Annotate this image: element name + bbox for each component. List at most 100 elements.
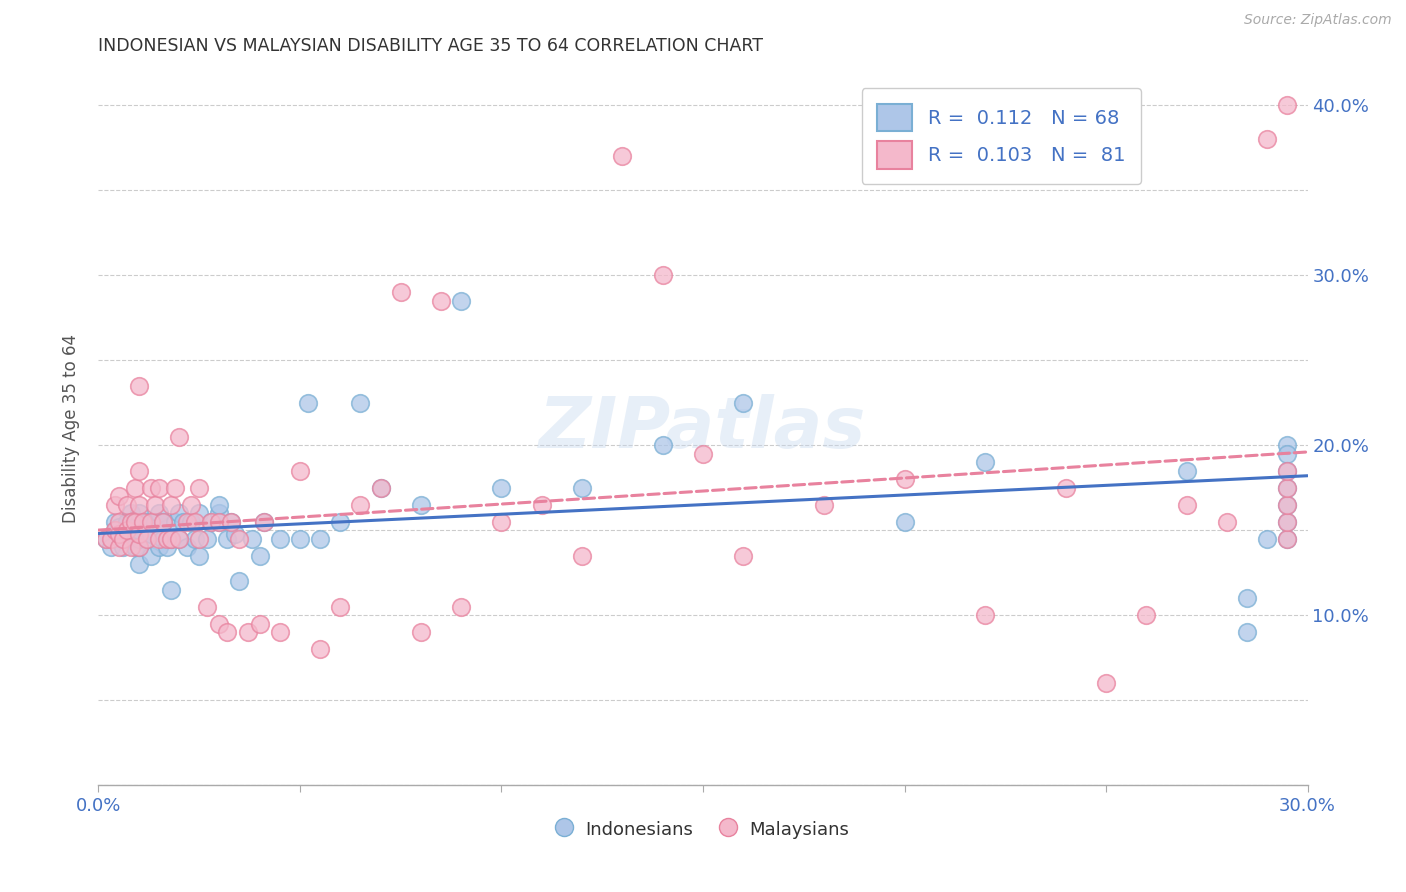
Point xyxy=(135,532,157,546)
Point xyxy=(152,515,174,529)
Legend: Indonesians, Malaysians: Indonesians, Malaysians xyxy=(550,811,856,847)
Point xyxy=(128,532,150,546)
Point xyxy=(167,506,190,520)
Point xyxy=(430,293,453,308)
Point xyxy=(651,268,673,283)
Point xyxy=(184,515,207,529)
Point xyxy=(1277,515,1299,529)
Point xyxy=(135,515,157,529)
Point xyxy=(120,506,142,520)
Point xyxy=(156,540,179,554)
Point xyxy=(188,532,211,546)
Point xyxy=(195,599,218,614)
Point xyxy=(103,523,125,537)
Point xyxy=(115,498,138,512)
Point xyxy=(893,515,915,529)
Point xyxy=(221,515,243,529)
Point xyxy=(120,540,142,554)
Point xyxy=(139,549,162,563)
Point xyxy=(167,430,190,444)
Point xyxy=(1277,498,1299,512)
Point xyxy=(124,515,146,529)
Point xyxy=(733,395,755,409)
Point xyxy=(160,582,183,597)
Point xyxy=(228,574,250,588)
Point xyxy=(692,447,714,461)
Point xyxy=(240,532,263,546)
Point xyxy=(329,599,352,614)
Point xyxy=(180,498,202,512)
Point xyxy=(1277,464,1299,478)
Point xyxy=(124,481,146,495)
Point xyxy=(148,506,170,520)
Point xyxy=(160,498,183,512)
Point xyxy=(180,515,202,529)
Point xyxy=(612,149,634,163)
Point xyxy=(1277,515,1299,529)
Point xyxy=(107,526,129,541)
Text: INDONESIAN VS MALAYSIAN DISABILITY AGE 35 TO 64 CORRELATION CHART: INDONESIAN VS MALAYSIAN DISABILITY AGE 3… xyxy=(98,37,763,54)
Point xyxy=(1277,532,1299,546)
Point xyxy=(100,540,122,554)
Point xyxy=(1175,464,1198,478)
Point xyxy=(160,532,183,546)
Point xyxy=(253,515,276,529)
Point xyxy=(107,540,129,554)
Point xyxy=(224,526,246,541)
Point xyxy=(188,481,211,495)
Point xyxy=(111,532,134,546)
Point xyxy=(1277,98,1299,112)
Point xyxy=(1277,481,1299,495)
Point xyxy=(249,616,271,631)
Point xyxy=(143,515,166,529)
Point xyxy=(571,549,593,563)
Y-axis label: Disability Age 35 to 64: Disability Age 35 to 64 xyxy=(62,334,80,523)
Point xyxy=(651,438,673,452)
Point xyxy=(100,532,122,546)
Point xyxy=(107,515,129,529)
Point xyxy=(1216,515,1239,529)
Point xyxy=(1277,481,1299,495)
Point xyxy=(1277,438,1299,452)
Point xyxy=(491,515,513,529)
Point xyxy=(120,515,142,529)
Point xyxy=(148,540,170,554)
Point xyxy=(128,498,150,512)
Point xyxy=(1095,676,1118,690)
Point xyxy=(139,515,162,529)
Point xyxy=(733,549,755,563)
Point xyxy=(1236,591,1258,605)
Point xyxy=(349,395,371,409)
Point xyxy=(208,506,231,520)
Point xyxy=(128,515,150,529)
Point xyxy=(152,515,174,529)
Point xyxy=(217,625,239,640)
Point xyxy=(156,532,179,546)
Point xyxy=(132,515,155,529)
Point xyxy=(309,532,332,546)
Point xyxy=(107,526,129,541)
Point xyxy=(176,540,198,554)
Point xyxy=(167,532,190,546)
Point xyxy=(163,481,186,495)
Point xyxy=(1175,498,1198,512)
Point xyxy=(450,599,472,614)
Point xyxy=(115,523,138,537)
Point xyxy=(530,498,553,512)
Point xyxy=(228,532,250,546)
Point xyxy=(184,532,207,546)
Point xyxy=(208,515,231,529)
Point xyxy=(124,515,146,529)
Point xyxy=(111,540,134,554)
Point xyxy=(1277,447,1299,461)
Point xyxy=(128,523,150,537)
Point xyxy=(329,515,352,529)
Point xyxy=(409,625,432,640)
Point xyxy=(115,515,138,529)
Point xyxy=(1256,532,1278,546)
Point xyxy=(288,464,311,478)
Point xyxy=(128,378,150,392)
Point xyxy=(152,532,174,546)
Point xyxy=(143,498,166,512)
Point xyxy=(571,481,593,495)
